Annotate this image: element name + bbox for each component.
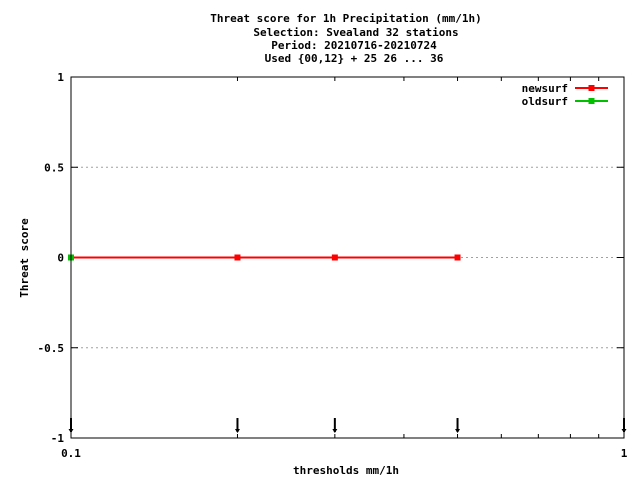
- title-line-3: Period: 20210716-20210724: [271, 39, 437, 52]
- legend-marker-oldsurf: [588, 98, 595, 104]
- data-point-newsurf: [454, 254, 461, 261]
- y-tick-label: 0: [57, 252, 64, 265]
- threshold-markers: [68, 418, 627, 433]
- threshold-marker-arrow: [332, 429, 338, 433]
- threshold-marker-arrow: [234, 429, 240, 433]
- y-axis-label: Threat score: [18, 218, 31, 298]
- data-point-newsurf: [331, 254, 338, 261]
- x-tick-label: 0.1: [61, 447, 81, 460]
- legend-marker-newsurf: [588, 85, 595, 91]
- y-tick-label: 0.5: [44, 161, 64, 174]
- x-tick-label: 1: [621, 447, 628, 460]
- title-line-2: Selection: Svealand 32 stations: [253, 26, 458, 39]
- chart-title: Threat score for 1h Precipitation (mm/1h…: [210, 12, 482, 65]
- y-tick-label: -1: [51, 432, 65, 445]
- title-line-1: Threat score for 1h Precipitation (mm/1h…: [210, 12, 482, 25]
- legend-label-oldsurf: oldsurf: [522, 95, 568, 108]
- series-layer: [68, 254, 461, 261]
- y-tick-label: 1: [57, 71, 64, 84]
- legend-label-newsurf: newsurf: [522, 82, 568, 95]
- threshold-marker-arrow: [455, 429, 461, 433]
- y-tick-label: -0.5: [38, 342, 65, 355]
- title-line-4: Used {00,12} + 25 26 ... 36: [265, 52, 444, 65]
- y-axis-ticks: 1 0.5 0 -0.5 -1: [38, 71, 624, 445]
- plot-frame: [70, 76, 625, 439]
- x-axis-label: thresholds mm/1h: [293, 464, 399, 477]
- x-axis-ticks: 0.1 1: [61, 77, 628, 460]
- data-point-newsurf: [234, 254, 241, 261]
